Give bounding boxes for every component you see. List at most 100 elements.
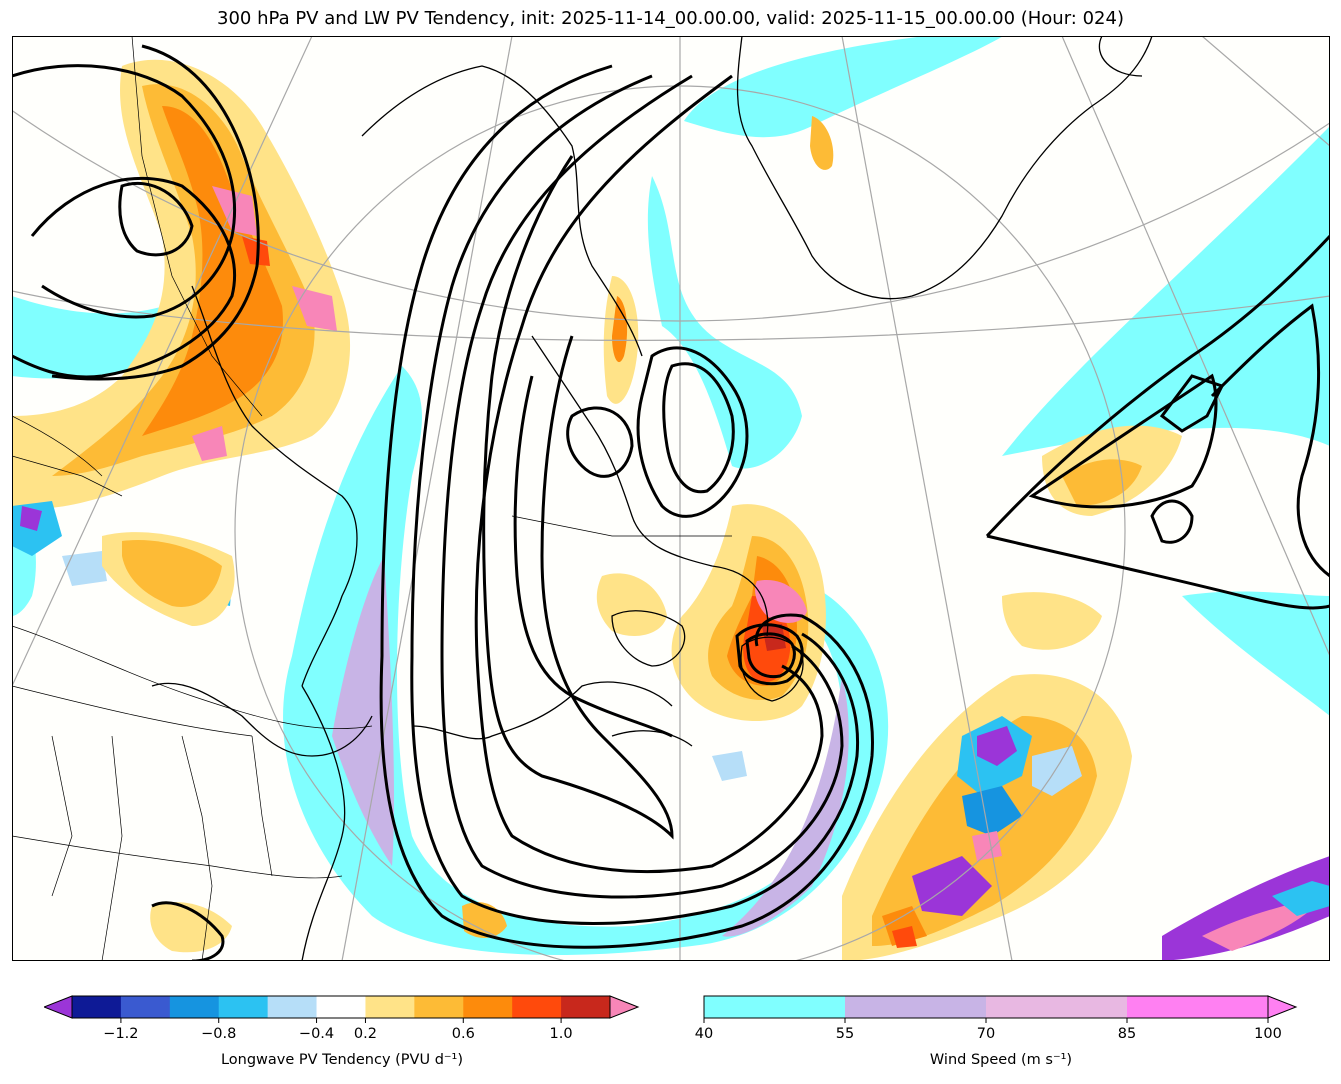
pv-patch-east-3 bbox=[1002, 592, 1102, 650]
pv-colorbar-tick-label: −0.8 bbox=[201, 1026, 237, 1042]
pv-contour-inner-1 bbox=[482, 155, 674, 840]
pv-patch-neg-west-2 bbox=[62, 551, 107, 586]
wind-speed-shading bbox=[12, 36, 1330, 955]
pv-cluster-southeast-6 bbox=[912, 856, 992, 916]
pv-corner-southeast bbox=[1162, 856, 1330, 961]
pv-colorbar-bin bbox=[120, 996, 171, 1018]
pv-band-northwest-3 bbox=[142, 106, 283, 436]
pv-contour-east-2 bbox=[986, 534, 1330, 610]
wind-colorbar-tick-label: 55 bbox=[835, 1026, 855, 1042]
pv-contour-northwest-3 bbox=[118, 181, 194, 257]
pv-contour-northwest-2 bbox=[12, 64, 237, 319]
pv-colorbar-label: Longwave PV Tendency (PVU d⁻¹) bbox=[220, 1052, 464, 1068]
newfoundland bbox=[740, 636, 804, 702]
pv-colorbar-bin bbox=[512, 996, 562, 1018]
pv-colorbar-bin bbox=[463, 996, 513, 1018]
wind-colorbar-bin bbox=[845, 996, 987, 1018]
hudson-bay-coast bbox=[191, 285, 358, 687]
wind-colorbar-label: Wind Speed (m s⁻¹) bbox=[929, 1052, 1073, 1068]
pv-colorbar-tick-label: 0.6 bbox=[451, 1026, 475, 1042]
pv-tendency-colorbar bbox=[44, 995, 640, 1023]
coastlines bbox=[151, 36, 1153, 961]
pv-patch-south-1 bbox=[150, 902, 232, 953]
pv-patch-quebec bbox=[596, 573, 667, 636]
pv-colorbar-bin bbox=[267, 996, 318, 1018]
borders bbox=[12, 36, 732, 961]
pv-contour-east-3 bbox=[1028, 373, 1218, 509]
pv-colorbar-bin bbox=[561, 996, 611, 1018]
wind-colorbar bbox=[703, 995, 1298, 1023]
gulf-st-lawrence bbox=[611, 610, 686, 667]
pv-colorbar-bin bbox=[365, 996, 415, 1018]
pv-colorbar-bin bbox=[316, 996, 366, 1018]
pv-patch-east-2 bbox=[1062, 459, 1142, 506]
wind-colorbar-tick-label: 100 bbox=[1254, 1026, 1282, 1042]
pv-colorbar-bin bbox=[169, 996, 220, 1018]
nova-scotia bbox=[611, 730, 693, 747]
map-panel bbox=[12, 36, 1330, 961]
pv-patch-purple-west bbox=[20, 506, 42, 531]
pv-cluster-southeast-10 bbox=[1032, 746, 1082, 796]
pv-cluster-southeast-9 bbox=[892, 926, 917, 948]
pv-cluster-southeast-5 bbox=[962, 786, 1022, 836]
maritime-coast bbox=[411, 681, 673, 740]
pv-contour-northwest-1 bbox=[12, 176, 237, 379]
pv-contour-labrador-lobe bbox=[636, 346, 749, 518]
pv-patch-ocean-neg bbox=[712, 751, 747, 781]
pv-contours bbox=[12, 44, 1330, 961]
pv-contour-main-outer bbox=[379, 64, 874, 949]
east-us-coast bbox=[301, 685, 346, 961]
pv-colorbar-tick-label: −1.2 bbox=[103, 1026, 139, 1042]
pv-contour-east-5 bbox=[1150, 499, 1194, 544]
pv-band-southwest-2 bbox=[122, 540, 222, 607]
iceland bbox=[1098, 36, 1143, 77]
pv-contour-main-2 bbox=[410, 74, 860, 925]
jet-greenland bbox=[684, 36, 1004, 138]
pv-cluster-southeast-7 bbox=[972, 831, 1002, 861]
wind-colorbar-tick-label: 85 bbox=[1117, 1026, 1137, 1042]
pv-contour-northwest-4 bbox=[51, 44, 260, 381]
pv-colorbar-bin bbox=[414, 996, 464, 1018]
pv-colorbar-bin bbox=[218, 996, 269, 1018]
pv-tendency-shading bbox=[12, 59, 1330, 961]
wind-colorbar-bin bbox=[1127, 996, 1269, 1018]
labrador-coast bbox=[531, 335, 769, 637]
pv-colorbar-under-arrow bbox=[44, 995, 73, 1019]
figure-title: 300 hPa PV and LW PV Tendency, init: 202… bbox=[217, 8, 1124, 29]
pv-colorbar-bin bbox=[72, 996, 122, 1018]
wind-colorbar-bin bbox=[704, 996, 846, 1018]
wind-colorbar-over-arrow bbox=[1267, 995, 1298, 1019]
pv-contour-labrador-lobe-2 bbox=[662, 362, 735, 494]
pv-colorbar-over-arrow bbox=[609, 995, 640, 1019]
pv-patch-pink-2 bbox=[292, 286, 337, 331]
great-lakes bbox=[151, 682, 373, 757]
pv-contour-nl-2 bbox=[745, 632, 796, 679]
pv-colorbar-tick-label: 1.0 bbox=[549, 1026, 573, 1042]
pv-contour-south-west bbox=[151, 901, 225, 961]
wind-colorbar-tick-label: 40 bbox=[694, 1026, 714, 1042]
pv-patch-greenland bbox=[810, 116, 834, 170]
graticule bbox=[12, 36, 1330, 961]
pv-contour-nl-1 bbox=[735, 623, 804, 686]
pv-contour-inner-2 bbox=[513, 375, 673, 738]
pv-contour-main-4 bbox=[474, 74, 824, 874]
pv-cluster-southeast-8 bbox=[882, 906, 927, 946]
pv-colorbar-tick-label: −0.4 bbox=[298, 1026, 335, 1042]
pv-colorbar-tick-label: 0.2 bbox=[353, 1026, 377, 1042]
pv-contour-east-1 bbox=[985, 234, 1330, 538]
wind-colorbar-tick-label: 70 bbox=[976, 1026, 996, 1042]
jet-core-east bbox=[722, 676, 849, 937]
pv-contour-east-6 bbox=[1210, 303, 1330, 578]
greenland-coast bbox=[736, 36, 1153, 300]
jet-core-west bbox=[332, 556, 395, 866]
baffin-coast bbox=[361, 65, 643, 357]
jet-central bbox=[647, 176, 802, 469]
pv-contour-east-4 bbox=[1159, 374, 1225, 433]
pv-blob-maritime-pink bbox=[755, 580, 807, 623]
pv-patch-labrador-2 bbox=[612, 296, 628, 363]
pv-contour-main-3 bbox=[440, 74, 844, 899]
wind-colorbar-bin bbox=[986, 996, 1128, 1018]
jet-east-lower bbox=[1182, 591, 1330, 716]
jet-east bbox=[1002, 126, 1330, 456]
pv-corner-southeast-3 bbox=[1272, 881, 1330, 916]
